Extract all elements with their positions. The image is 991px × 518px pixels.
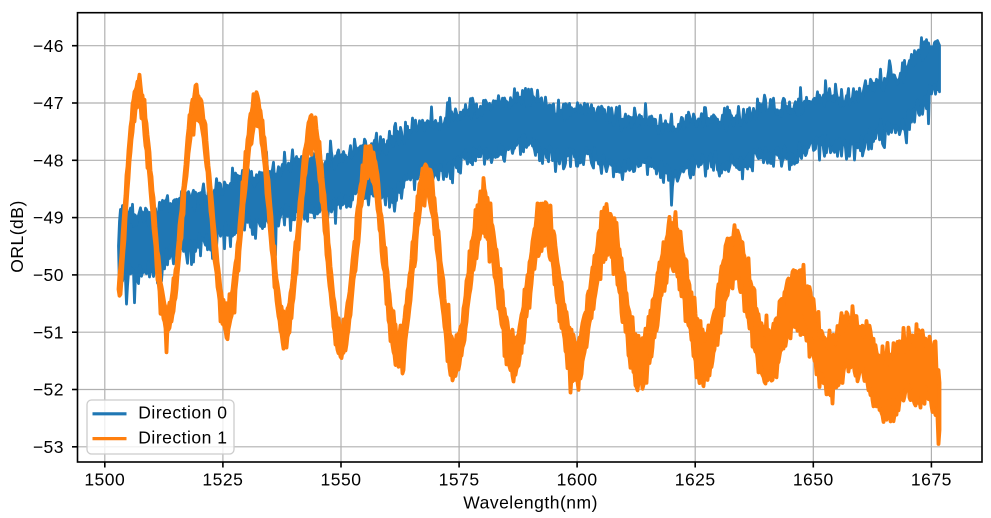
svg-text:1625: 1625 bbox=[675, 470, 716, 490]
svg-text:1650: 1650 bbox=[793, 470, 834, 490]
svg-text:−47: −47 bbox=[33, 93, 64, 113]
svg-text:Direction 1: Direction 1 bbox=[138, 428, 227, 448]
svg-text:−49: −49 bbox=[33, 208, 64, 228]
svg-text:1500: 1500 bbox=[84, 470, 125, 490]
svg-text:−53: −53 bbox=[33, 437, 64, 457]
svg-text:ORL(dB): ORL(dB) bbox=[7, 200, 27, 273]
svg-text:1675: 1675 bbox=[911, 470, 952, 490]
svg-text:−52: −52 bbox=[33, 380, 64, 400]
svg-text:−48: −48 bbox=[33, 150, 64, 170]
svg-text:1575: 1575 bbox=[439, 470, 480, 490]
svg-text:1550: 1550 bbox=[321, 470, 362, 490]
svg-text:−46: −46 bbox=[33, 36, 64, 56]
svg-text:−50: −50 bbox=[33, 265, 64, 285]
svg-text:−51: −51 bbox=[33, 322, 64, 342]
svg-text:1600: 1600 bbox=[557, 470, 598, 490]
svg-text:Wavelength(nm): Wavelength(nm) bbox=[463, 492, 598, 512]
svg-text:1525: 1525 bbox=[202, 470, 243, 490]
svg-text:Direction 0: Direction 0 bbox=[138, 403, 227, 423]
